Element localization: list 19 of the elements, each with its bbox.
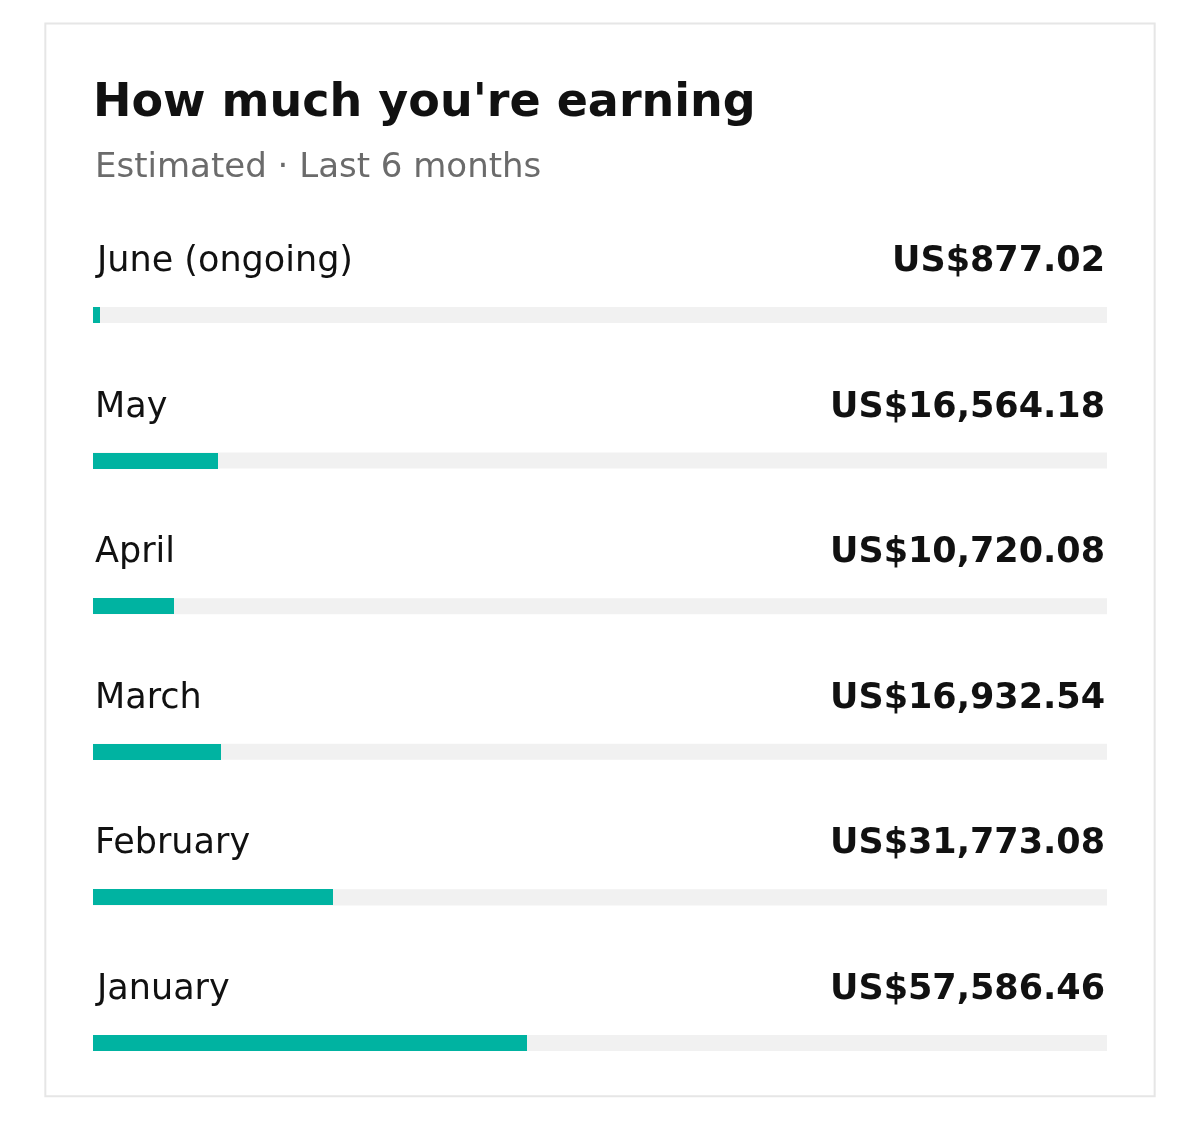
- data-label: US$10,720.08: [830, 530, 1106, 570]
- y-tick-label: April: [95, 530, 175, 570]
- bar: [93, 453, 218, 469]
- bar: [93, 598, 174, 614]
- bar: [93, 307, 100, 323]
- data-label: US$31,773.08: [830, 821, 1106, 861]
- bar: [93, 889, 333, 905]
- data-label: US$877.02: [892, 239, 1106, 279]
- data-label: US$57,586.46: [830, 967, 1106, 1007]
- data-label: US$16,564.18: [830, 385, 1106, 425]
- y-tick-label: January: [95, 967, 230, 1007]
- y-tick-label: June (ongoing): [95, 239, 354, 279]
- y-tick-label: February: [95, 821, 251, 861]
- data-label: US$16,932.54: [830, 676, 1106, 716]
- bar: [93, 744, 221, 760]
- chart-title: How much you're earning: [93, 73, 756, 128]
- chart-subtitle: Estimated · Last 6 months: [95, 145, 542, 185]
- y-tick-label: March: [95, 676, 202, 716]
- y-tick-label: May: [95, 385, 168, 425]
